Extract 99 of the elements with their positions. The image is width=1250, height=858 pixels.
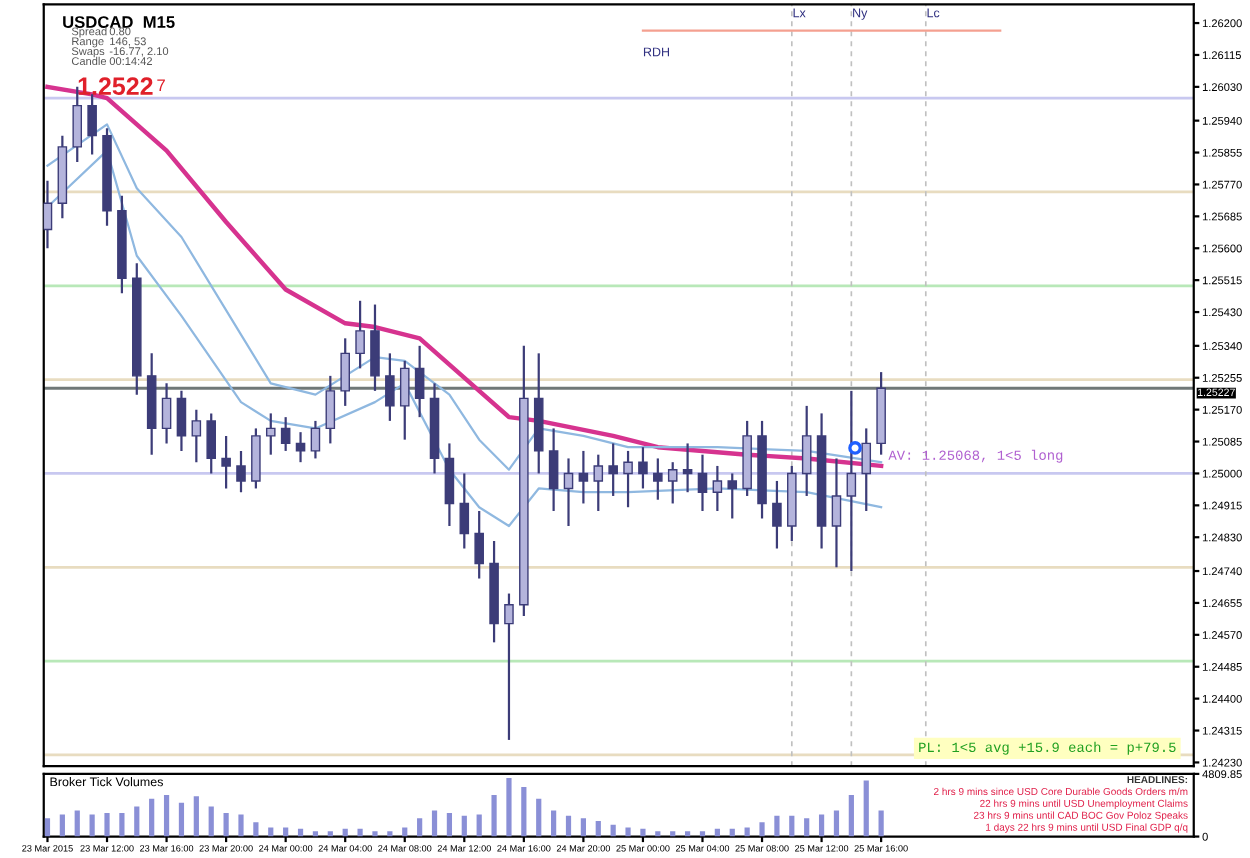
candlestick	[176, 389, 187, 453]
bar	[610, 824, 616, 837]
candlestick	[265, 412, 276, 456]
candlestick	[280, 416, 291, 453]
bar	[238, 814, 244, 837]
candlestick	[593, 453, 604, 513]
bar	[59, 814, 65, 837]
candlestick	[161, 382, 172, 445]
candlestick	[563, 457, 574, 528]
candlestick	[638, 446, 648, 490]
bar	[223, 813, 229, 837]
line-series	[46, 149, 883, 528]
bar	[640, 828, 646, 837]
candlestick	[206, 412, 217, 475]
candlestick	[251, 427, 261, 490]
candlestick	[861, 427, 872, 513]
candlestick	[623, 449, 633, 509]
candlestick	[325, 374, 336, 445]
bar	[357, 828, 363, 837]
bar	[163, 794, 170, 837]
bar	[595, 820, 601, 837]
candlestick	[608, 442, 618, 498]
bar	[387, 831, 393, 837]
candlestick	[682, 442, 693, 494]
candlestick	[831, 457, 842, 569]
bar	[446, 813, 453, 837]
bar	[74, 810, 80, 837]
bar	[744, 827, 750, 837]
candlestick	[295, 431, 306, 464]
annotation: USDCAD M15	[63, 16, 175, 28]
bar	[848, 794, 854, 837]
bar	[119, 813, 125, 837]
candlestick	[340, 337, 350, 407]
candlestick	[772, 479, 782, 550]
candlestick	[846, 389, 857, 573]
bar	[833, 810, 840, 837]
candlestick	[355, 299, 365, 370]
bar	[461, 815, 467, 837]
bar	[178, 802, 185, 837]
bar	[625, 827, 631, 837]
candlestick	[370, 303, 380, 392]
candlestick	[653, 457, 663, 501]
bar	[580, 818, 586, 837]
bar	[565, 815, 572, 837]
bar	[312, 831, 319, 837]
candlestick	[87, 93, 97, 156]
bar	[283, 827, 289, 837]
candlestick	[385, 352, 395, 423]
bar	[253, 822, 259, 837]
bar	[193, 796, 199, 837]
bar	[878, 810, 884, 837]
candlestick	[459, 472, 470, 550]
bar	[417, 818, 423, 837]
bar	[506, 777, 512, 837]
candlestick	[801, 404, 812, 498]
bar	[402, 827, 408, 837]
bar	[89, 814, 95, 837]
bar	[551, 810, 557, 837]
annotation: 7	[157, 79, 165, 92]
bar	[685, 831, 691, 837]
bar	[655, 831, 661, 837]
bar	[521, 787, 527, 837]
bar	[759, 822, 765, 837]
candlestick	[414, 344, 425, 419]
bar	[208, 806, 214, 837]
candlestick	[727, 472, 738, 520]
candlestick	[667, 461, 678, 505]
candlestick	[43, 179, 53, 250]
bar	[804, 818, 810, 837]
candlestick	[310, 419, 321, 460]
bar	[491, 794, 497, 837]
candlestick	[712, 464, 723, 513]
candlestick	[697, 453, 708, 513]
bar	[431, 810, 438, 837]
bar	[536, 798, 542, 837]
candlestick	[504, 592, 514, 742]
bar	[818, 814, 825, 837]
candlestick	[399, 359, 410, 441]
bar	[104, 813, 110, 837]
candlestick	[578, 449, 589, 505]
bar	[134, 806, 140, 837]
bar	[44, 818, 51, 837]
bar	[149, 798, 155, 837]
candlestick	[548, 427, 559, 513]
bar	[863, 780, 869, 837]
bar	[789, 815, 795, 837]
candlestick	[444, 442, 455, 528]
bar	[327, 831, 333, 837]
bar	[268, 827, 274, 837]
bar	[699, 831, 706, 837]
candlestick	[236, 449, 246, 494]
annotation: 1.2522	[78, 77, 153, 96]
bar	[774, 815, 780, 837]
candlestick	[474, 509, 484, 580]
bar	[372, 831, 378, 837]
bar	[476, 814, 482, 837]
bar	[670, 831, 676, 837]
candlestick	[221, 434, 231, 490]
candlestick	[191, 408, 202, 464]
